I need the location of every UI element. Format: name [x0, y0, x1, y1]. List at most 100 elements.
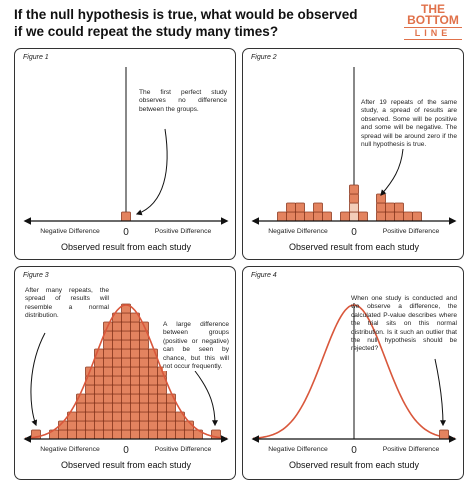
title-line: if we could repeat the study many times? [14, 24, 279, 39]
block [130, 420, 140, 431]
block [76, 420, 86, 431]
axis-title: Observed result from each study [289, 242, 420, 252]
block [94, 402, 104, 413]
block [376, 211, 386, 222]
block [94, 357, 104, 368]
logo-text: BOTTOM [407, 13, 459, 27]
block [112, 411, 122, 422]
logo: THE BOTTOM LINE [404, 2, 462, 40]
annotation-arrow [194, 370, 218, 427]
block [157, 384, 167, 395]
block [85, 411, 95, 422]
block [103, 411, 113, 422]
block [130, 321, 140, 332]
axis-title: Observed result from each study [61, 460, 192, 470]
normal-curve [24, 304, 228, 440]
block [103, 402, 113, 413]
block [322, 211, 332, 222]
block [349, 211, 359, 222]
block [94, 375, 104, 386]
block [130, 348, 140, 359]
block [349, 193, 359, 204]
block [313, 211, 323, 222]
panel-drawing: Negative Difference 0 Positive Difference O… [251, 67, 457, 252]
axis-label-positive: Positive Difference [383, 446, 440, 453]
block [394, 211, 404, 222]
block [139, 366, 149, 377]
block [166, 420, 176, 431]
panel: Negative Difference 0 Positive Difference O… [242, 48, 464, 260]
block [130, 429, 140, 440]
block [112, 339, 122, 350]
block [148, 429, 158, 440]
block [139, 402, 149, 413]
block [121, 393, 131, 404]
block [112, 375, 122, 386]
block [277, 211, 287, 222]
block [184, 429, 194, 440]
block [313, 202, 323, 213]
block [157, 420, 167, 431]
annotation-arrow [380, 148, 404, 196]
block [148, 384, 158, 395]
block [340, 211, 350, 222]
block [130, 411, 140, 422]
block [103, 357, 113, 368]
annotation: A large difference between groups (posit… [163, 321, 229, 372]
block [166, 429, 176, 440]
block [103, 420, 113, 431]
axis-title: Observed result from each study [289, 460, 420, 470]
block [112, 357, 122, 368]
block [112, 366, 122, 377]
block [121, 330, 131, 341]
panel-drawing: Negative Difference 0 Positive Difference O… [23, 303, 229, 470]
logo-text: THE [421, 2, 445, 16]
block [130, 357, 140, 368]
block [139, 357, 149, 368]
block [121, 384, 131, 395]
block [103, 429, 113, 440]
block [166, 411, 176, 422]
block [121, 312, 131, 323]
block [103, 348, 113, 359]
block [67, 429, 77, 440]
block [130, 402, 140, 413]
block [157, 402, 167, 413]
panel-drawing: Negative Difference 0 Positive Difference O… [23, 67, 229, 252]
figure-label: Figure 3 [23, 272, 49, 279]
axis-label-zero: 0 [123, 445, 129, 456]
axis-label-negative: Negative Difference [40, 228, 100, 235]
figure-label: Figure 2 [251, 54, 277, 61]
annotation-arrow [30, 332, 46, 427]
block [175, 420, 185, 431]
block [130, 375, 140, 386]
block [376, 193, 386, 204]
block [295, 202, 305, 213]
block [85, 384, 95, 395]
block [304, 211, 314, 222]
block [121, 402, 131, 413]
block [166, 402, 176, 413]
block [295, 211, 305, 222]
block [121, 211, 131, 222]
block [139, 411, 149, 422]
block [121, 348, 131, 359]
block [94, 366, 104, 377]
axis-label-positive: Positive Difference [383, 228, 440, 235]
panel-drawing: Negative Difference 0 Positive Difference O… [251, 303, 457, 470]
block [148, 366, 158, 377]
block [121, 339, 131, 350]
block [103, 384, 113, 395]
block [130, 339, 140, 350]
block [358, 211, 368, 222]
block [139, 429, 149, 440]
block [130, 393, 140, 404]
block [139, 375, 149, 386]
block [148, 375, 158, 386]
panel: Negative Difference 0 Positive Difference O… [14, 266, 236, 480]
title: If the null hypothesis is true, what wou… [14, 6, 358, 40]
block [385, 211, 395, 222]
annotation: After many repeats, the spread of result… [25, 287, 109, 321]
block [130, 330, 140, 341]
block [103, 339, 113, 350]
